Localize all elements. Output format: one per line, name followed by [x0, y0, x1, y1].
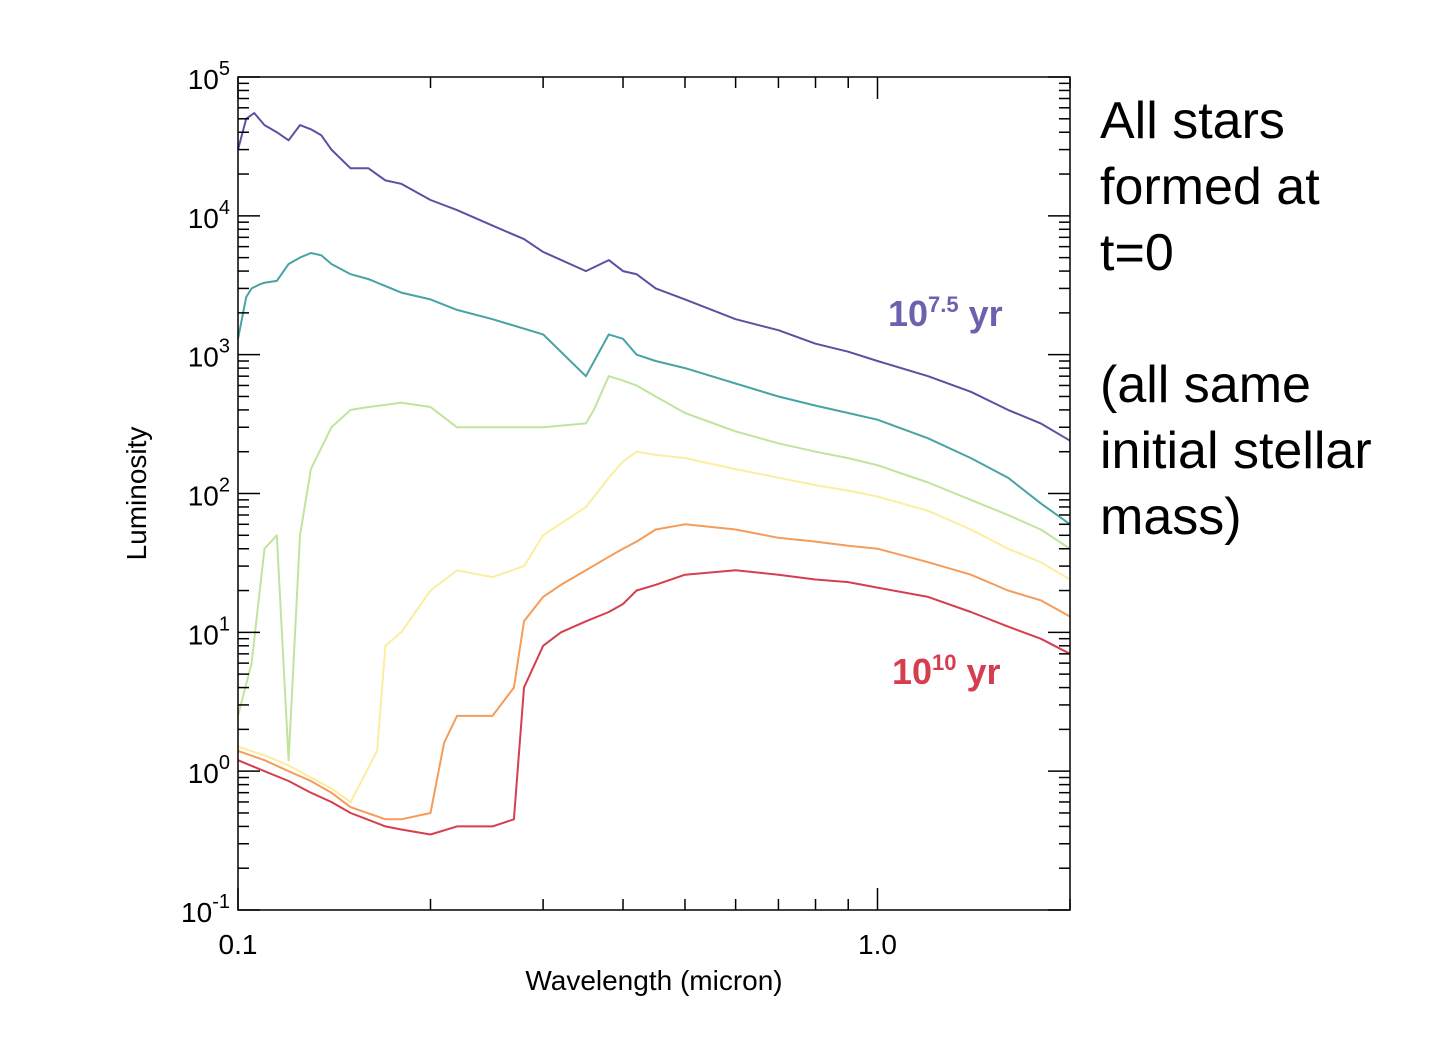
y-tick-label: 101: [188, 613, 230, 650]
side-note-line: mass): [1100, 488, 1242, 546]
axes-layer: [237, 76, 1071, 911]
series-layer: [237, 112, 1071, 836]
series-annotation: 1010 yr: [892, 650, 1001, 692]
side-note: All stars formed at t=0 (all same initial s…: [1100, 88, 1450, 550]
series-line-5: [237, 569, 1071, 836]
x-tick-label: 1.0: [858, 929, 897, 960]
y-tick-label: 104: [188, 197, 230, 234]
x-axis-title: Wavelength (micron): [525, 965, 782, 996]
side-note-line: t=0: [1100, 224, 1174, 282]
side-note-line: formed at: [1100, 158, 1320, 216]
series-line-0: [237, 112, 1071, 442]
y-tick-label: 100: [188, 752, 230, 789]
y-tick-label: 102: [188, 475, 230, 512]
series-line-1: [237, 252, 1071, 526]
y-tick-label: 103: [188, 336, 230, 373]
side-note-line: [1100, 286, 1450, 352]
side-note-line: All stars: [1100, 92, 1285, 150]
labels-layer: 10-1 100 101 102 103 104 105 0.1 1.0 Wavelength (…: [121, 58, 1003, 996]
series-line-3: [237, 450, 1071, 803]
series-line-2: [237, 375, 1071, 762]
y-tick-label: 10-1: [181, 891, 230, 928]
series-line-4: [237, 523, 1071, 821]
x-tick-label: 0.1: [219, 929, 258, 960]
series-annotation: 107.5 yr: [888, 292, 1003, 334]
y-axis-title: Luminosity: [121, 427, 152, 561]
side-note-line: (all same: [1100, 356, 1311, 414]
y-tick-label: 105: [188, 58, 230, 95]
side-note-line: initial stellar: [1100, 422, 1372, 480]
plot-frame: [237, 76, 1071, 911]
